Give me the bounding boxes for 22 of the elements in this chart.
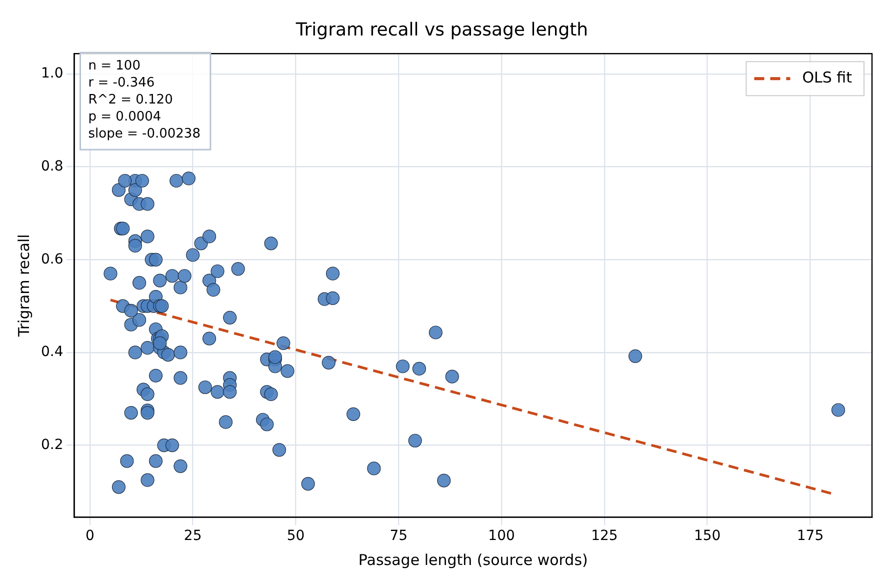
- y-tick-label: 1.0: [41, 66, 64, 82]
- annotation: p = 0.0004: [88, 109, 162, 124]
- y-tick-label: 0.8: [41, 158, 64, 174]
- x-tick-label: 50: [286, 528, 305, 544]
- annotation: n = 100: [88, 58, 140, 74]
- annotation: r = -0.346: [88, 75, 155, 90]
- x-tick-label: 175: [796, 528, 824, 544]
- x-tick-label: 100: [488, 528, 515, 544]
- y-tick-label: 0.6: [41, 251, 64, 268]
- x-tick-label: 0: [85, 528, 94, 544]
- x-tick-label: 150: [694, 528, 721, 544]
- x-tick-label: 125: [591, 528, 618, 544]
- x-axis-title: Passage length (source words): [358, 550, 588, 569]
- annotation: slope = -0.00238: [88, 126, 200, 142]
- y-tick-label: 0.2: [41, 436, 64, 453]
- x-tick-label: 25: [184, 528, 202, 544]
- x-tick-label: 75: [390, 528, 408, 544]
- y-tick-label: 0.4: [41, 344, 64, 360]
- y-axis-title: Trigram recall: [14, 234, 33, 338]
- legend-label: OLS fit: [802, 68, 852, 86]
- chart-title: Trigram recall vs passage length: [294, 19, 588, 40]
- annotation: R^2 = 0.120: [88, 92, 173, 108]
